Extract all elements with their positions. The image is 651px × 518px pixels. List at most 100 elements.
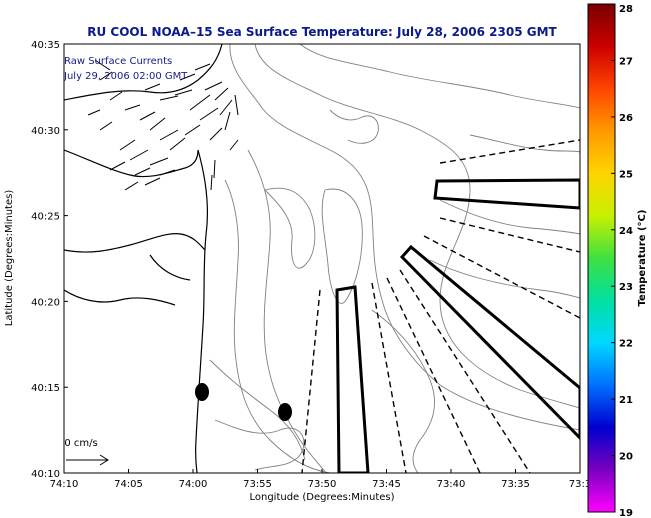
colorbar-tick-label: 22 [619,339,633,350]
current-vector [99,121,113,131]
current-vector [99,71,113,81]
map-plot-area: 50 cm/s Raw Surface Currents July 29, 20… [58,44,580,473]
coastline-main [64,44,223,101]
colorbar-tick-label: 27 [619,56,633,67]
contour-line [209,359,306,461]
colorbar-label: Temperature (°C) [637,210,648,307]
transect-boxes [335,178,580,473]
contour-line [429,259,580,299]
dashed-line [371,282,407,473]
annotation-line-1: Raw Surface Currents [64,56,172,67]
station-marker [195,383,209,401]
coastline-bay [64,149,199,178]
current-vector [229,139,239,151]
contour-line [321,188,363,304]
current-vector [189,94,211,111]
colorbar-ticks: 28 27 26 25 24 23 22 21 20 19 [611,3,633,518]
current-vector [210,174,213,191]
contour-line [329,109,379,144]
x-tick-label: 73:40 [437,479,466,490]
x-tick-label: 73:55 [243,479,272,490]
current-vector [174,89,193,96]
current-vector [109,161,126,171]
x-tick-label: 73:35 [501,479,530,490]
dashed-line [439,217,580,253]
contour-line [214,419,305,471]
current-vector [159,129,179,141]
y-axis-ticks: 40:35 40:30 40:25 40:20 40:15 40:10 [31,40,68,480]
colorbar-tick-label: 28 [619,4,633,15]
y-tick-label: 40:30 [31,126,60,137]
dashed-line [301,289,321,473]
colorbar [587,3,616,513]
contour-line [299,44,580,109]
y-tick-label: 40:25 [31,212,60,223]
colorbar-tick-label: 25 [619,169,633,180]
colorbar-tick-label: 20 [619,452,633,463]
y-axis-label: Latitude (Degrees:Minutes) [4,190,15,327]
contour-line [224,179,331,473]
current-vector [124,181,139,191]
colorbar-tick-label: 21 [619,395,633,406]
current-vector [144,83,161,91]
surface-current-vectors [87,59,239,191]
coastline-shore [194,149,208,473]
contour-line [439,199,580,235]
x-tick-label: 74:05 [114,479,143,490]
x-tick-label: 73:50 [308,479,337,490]
current-vector [209,127,223,141]
transect-box-vertical [335,285,370,473]
figure-title: RU COOL NOAA–15 Sea Surface Temperature:… [87,25,557,39]
current-vector [234,94,239,116]
dashed-line [386,277,481,473]
current-vector [159,95,179,101]
dashed-line [399,269,531,473]
x-tick-label: 74:10 [50,479,79,490]
current-vector [204,81,223,91]
current-vector [144,177,161,186]
current-vector [94,59,111,71]
contour-line [264,187,316,269]
transect-box-north [433,178,580,210]
y-tick-label: 40:20 [31,297,60,308]
current-vector [139,111,156,121]
current-vector [129,149,149,161]
current-vector [179,73,196,81]
coastline [64,44,223,473]
colorbar-tick-label: 24 [619,226,633,237]
transect-box-diagonal [399,244,580,441]
y-tick-label: 40:15 [31,383,60,394]
bathymetry-contours [209,44,580,473]
current-vector [87,109,101,116]
current-vector [149,157,169,166]
colorbar-tick-label: 19 [619,508,633,518]
coastline-inlet [149,254,191,281]
x-axis-label: Longitude (Degrees:Minutes) [249,492,394,503]
scale-label: 50 cm/s [58,438,98,449]
x-tick-label: 73:45 [372,479,401,490]
current-vector [159,169,176,176]
colorbar-tick-label: 23 [619,282,633,293]
current-vector [149,117,166,131]
dashed-transects [301,139,580,473]
current-vector [134,167,151,176]
contour-line [371,309,435,473]
current-vector [194,63,211,71]
current-vector [169,137,186,151]
current-vector [124,104,141,111]
current-vector [109,91,123,101]
y-tick-label: 40:35 [31,40,60,51]
current-vector [199,107,219,121]
colorbar-tick-label: 26 [619,113,633,124]
x-tick-label: 74:00 [179,479,208,490]
y-tick-label: 40:10 [31,469,60,480]
current-vector [119,139,136,151]
current-vector [184,124,201,136]
annotation-line-2: July 29, 2006 02:00 GMT [63,71,188,82]
current-vector [213,159,216,179]
current-vector [224,111,231,131]
coastline-marsh [64,289,176,306]
contour-line [254,44,580,409]
scale-arrow [66,454,109,466]
x-axis-ticks: 74:10 74:05 74:00 73:55 73:50 73:45 73:40 73:35… [50,469,591,490]
